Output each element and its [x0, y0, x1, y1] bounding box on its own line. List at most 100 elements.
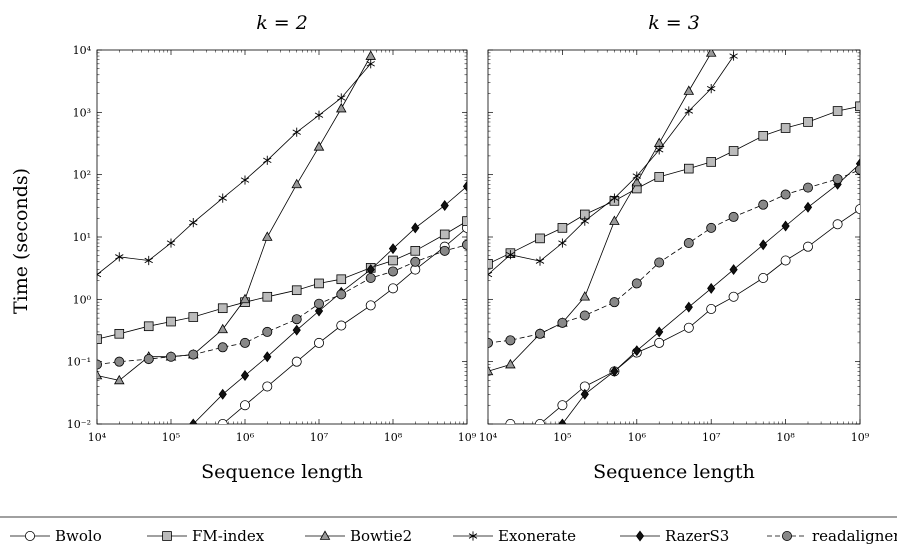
bowtie2-point	[631, 176, 643, 187]
bowtie2-point	[683, 85, 695, 95]
exonerate-point	[706, 84, 716, 94]
bowtie2-point	[239, 293, 251, 304]
readaligner-point	[114, 356, 125, 367]
legend-label: RazerS3	[665, 527, 729, 545]
x-tick-label: 10⁵	[162, 431, 180, 444]
razers3-point	[580, 388, 589, 400]
bowtie2-point	[113, 374, 125, 385]
fm-index-point	[557, 223, 568, 233]
fm-index-point	[462, 216, 467, 226]
fm-index-point	[855, 101, 860, 112]
exonerate-point	[218, 193, 227, 203]
legend-marker	[635, 530, 645, 542]
fm-index-point	[684, 163, 694, 174]
fm-index-point	[314, 278, 324, 289]
bwolo-point	[336, 320, 347, 331]
razers3-line	[193, 185, 467, 424]
bwolo-point	[239, 400, 250, 411]
razers3-point	[759, 239, 768, 251]
readaligner-point	[728, 211, 739, 222]
bwolo-point	[706, 303, 717, 314]
x-tick-label: 10⁵	[553, 431, 571, 444]
readaligner-point	[410, 256, 421, 267]
plot-frame	[96, 49, 468, 425]
readaligner-point	[535, 328, 546, 339]
bowtie2-point	[335, 102, 347, 113]
razers3-point	[655, 326, 664, 338]
series-layer	[97, 50, 467, 424]
readaligner-point	[758, 199, 769, 210]
legend-label: readaligner	[812, 527, 897, 545]
razers3-point	[632, 345, 641, 357]
fm-index-point	[188, 312, 199, 322]
readaligner-point	[365, 272, 376, 283]
readaligner-line	[488, 169, 860, 344]
bowtie2-point	[505, 358, 516, 369]
exonerate-point	[366, 59, 375, 69]
razers3-point	[411, 222, 420, 234]
fm-index-line	[488, 105, 860, 265]
bowtie2-point	[705, 50, 717, 57]
razers3-point	[189, 418, 198, 424]
fm-index-point	[336, 274, 347, 285]
fm-index-point	[262, 291, 273, 302]
bowtie2-point	[488, 365, 494, 376]
bwolo-point	[505, 419, 516, 424]
readaligner-point	[462, 239, 467, 250]
readaligner-point	[143, 354, 154, 365]
legend-marker	[24, 531, 35, 542]
panel-k2: 10⁴ 10⁵ 10⁶ 10⁷ 10⁸ 10⁹ 10⁻² 10⁻¹ 10⁰ 10¹ 10² 10³ 10…	[67, 12, 477, 483]
readaligner-point	[609, 297, 620, 308]
readaligner-point	[557, 317, 568, 328]
fm-index-point	[728, 146, 739, 156]
fm-index-point	[488, 259, 493, 269]
exonerate-point	[189, 218, 198, 228]
readaligner-point	[336, 289, 347, 300]
bowtie2-point	[609, 215, 620, 225]
series-layer	[488, 50, 860, 424]
fm-index-point	[654, 172, 664, 182]
fm-index-point	[217, 303, 228, 314]
y-axis-title: Time (seconds)	[10, 168, 32, 314]
fm-index-point	[706, 157, 716, 167]
fm-index-point	[439, 229, 450, 240]
legend-item-razers3: RazerS3	[620, 527, 729, 545]
exonerate-point	[488, 269, 493, 280]
razers3-point	[558, 418, 567, 424]
fm-index-point	[803, 117, 813, 127]
legend-marker	[782, 531, 793, 542]
readaligner-point	[217, 342, 228, 353]
exonerate-point	[684, 106, 694, 116]
fm-index-point	[780, 123, 791, 133]
readaligner-point	[97, 359, 102, 370]
x-tick-label: 10⁶	[628, 431, 647, 444]
panel-title: k = 3	[648, 12, 700, 34]
bwolo-point	[557, 400, 568, 411]
razers3-point	[610, 365, 619, 377]
legend-item-exonerate: Exonerate	[453, 527, 576, 545]
razers3-point	[240, 370, 250, 381]
bwolo-point	[654, 337, 665, 348]
bwolo-point	[217, 419, 228, 424]
x-tick-label: 10⁸	[384, 431, 403, 444]
razers3-point	[440, 200, 449, 211]
exonerate-point	[610, 193, 619, 203]
readaligner-point	[291, 314, 302, 325]
bwolo-point	[728, 291, 739, 302]
exonerate-point	[144, 255, 153, 266]
y-tick-label: 10³	[73, 106, 91, 119]
fm-index-point	[410, 246, 421, 256]
legend-item-bowtie2: Bowtie2	[305, 527, 412, 545]
legend-item-fm-index: FM-index	[147, 527, 265, 545]
y-tick-label: 10⁰	[73, 293, 92, 306]
readaligner-point	[313, 298, 324, 309]
bwolo-point	[855, 204, 860, 215]
readaligner-point	[165, 351, 176, 362]
readaligner-point	[488, 337, 493, 348]
panel-k3: 10⁴ 10⁵ 10⁶ 10⁷ 10⁸ 10⁹ k = 3 Sequence length	[479, 12, 870, 483]
y-tick-label: 10¹	[73, 231, 91, 244]
bowtie2-point	[313, 141, 325, 151]
y-tick-label: 10⁴	[73, 44, 92, 57]
exonerate-point	[115, 252, 124, 262]
